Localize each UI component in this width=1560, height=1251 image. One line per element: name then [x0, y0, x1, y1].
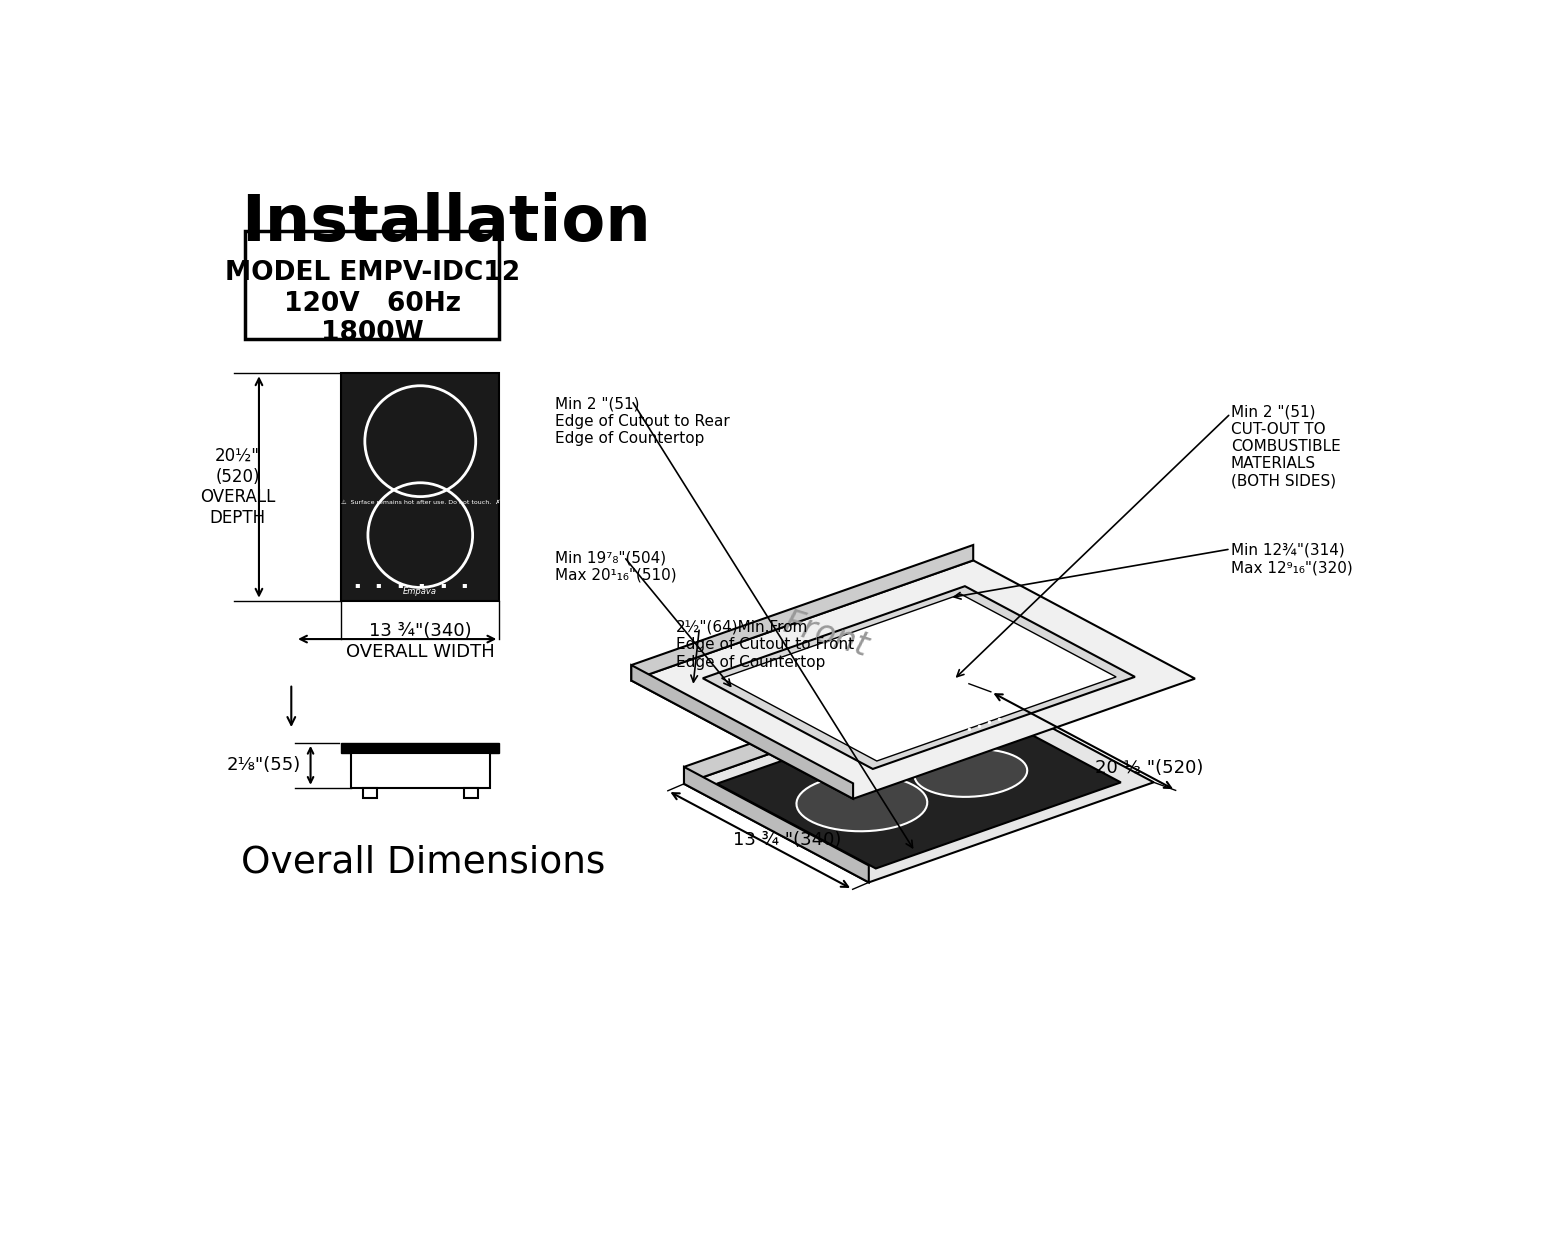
Text: ▪: ▪	[418, 580, 424, 589]
Text: Front: Front	[778, 605, 872, 663]
Polygon shape	[722, 594, 1115, 761]
Text: ▪: ▪	[354, 580, 359, 589]
Text: ▪: ▪	[376, 580, 381, 589]
Polygon shape	[704, 587, 1136, 769]
Text: Min 2 "(51)
CUT-OUT TO
COMBUSTIBLE
MATERIALS
(BOTH SIDES): Min 2 "(51) CUT-OUT TO COMBUSTIBLE MATER…	[1231, 404, 1340, 489]
Text: 13 ¾ "(340): 13 ¾ "(340)	[733, 831, 841, 849]
Text: Min 2 "(51)
Edge of Cutout to Rear
Edge of Countertop: Min 2 "(51) Edge of Cutout to Rear Edge …	[555, 397, 730, 447]
Text: ▪: ▪	[440, 580, 446, 589]
Text: ⚠  Surface remains hot after use. Do not touch.  ✗: ⚠ Surface remains hot after use. Do not …	[340, 500, 501, 505]
Text: 2½"(64)Min.From
Edge of Cutout to Front
Edge of Countertop: 2½"(64)Min.From Edge of Cutout to Front …	[677, 619, 855, 669]
Polygon shape	[683, 667, 969, 784]
Bar	[342, 373, 499, 600]
Bar	[245, 231, 499, 339]
Text: Min 19⁷₈"(504)
Max 20¹₁₆"(510): Min 19⁷₈"(504) Max 20¹₁₆"(510)	[555, 550, 677, 583]
Text: 20½"
(520)
OVERALL
DEPTH: 20½" (520) OVERALL DEPTH	[200, 447, 275, 527]
Text: Min 12¾"(314)
Max 12⁹₁₆"(320): Min 12¾"(314) Max 12⁹₁₆"(320)	[1231, 543, 1353, 575]
Polygon shape	[683, 684, 1154, 882]
Bar	[342, 743, 499, 753]
Text: 2⅛"(55): 2⅛"(55)	[228, 757, 301, 774]
Polygon shape	[718, 698, 1120, 868]
Polygon shape	[632, 545, 973, 681]
Text: 20 ½ "(520): 20 ½ "(520)	[1095, 759, 1203, 777]
Bar	[351, 753, 490, 788]
Polygon shape	[797, 774, 927, 831]
Polygon shape	[632, 560, 1195, 799]
Text: ▪: ▪	[462, 580, 468, 589]
Text: 120V   60Hz: 120V 60Hz	[284, 291, 460, 317]
Polygon shape	[914, 749, 1026, 797]
Text: 13 ¾"(340)
OVERALL WIDTH: 13 ¾"(340) OVERALL WIDTH	[346, 622, 495, 661]
Text: MODEL EMPV-IDC12: MODEL EMPV-IDC12	[225, 260, 519, 286]
Text: Overall Dimensions: Overall Dimensions	[242, 844, 605, 881]
Text: 1800W: 1800W	[321, 319, 423, 345]
Polygon shape	[683, 767, 869, 882]
Polygon shape	[632, 666, 853, 799]
Text: ▪: ▪	[398, 580, 402, 589]
Bar	[363, 788, 378, 798]
Text: Empava: Empava	[404, 587, 437, 595]
Text: Installation: Installation	[242, 193, 651, 254]
Bar	[463, 788, 477, 798]
